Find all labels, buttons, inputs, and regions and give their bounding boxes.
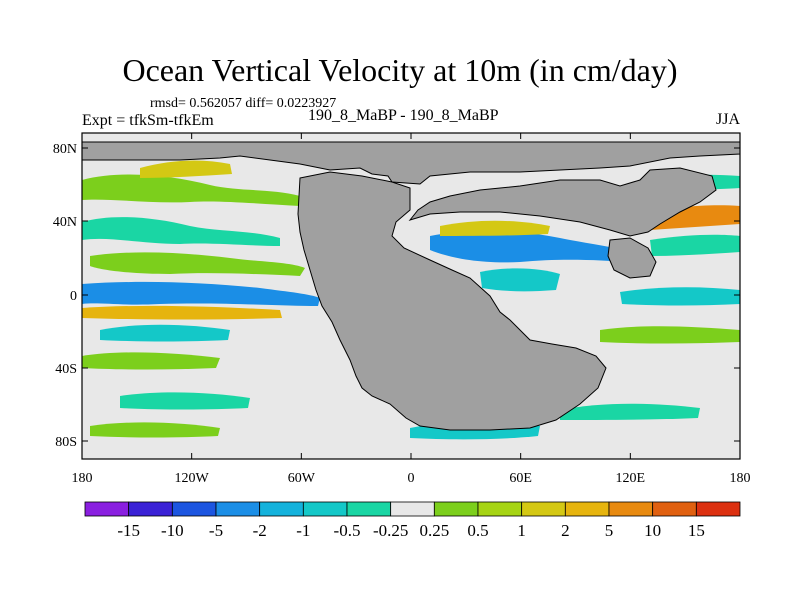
continental-landmass (297, 171, 607, 431)
lon-tick-label: 180 (730, 471, 751, 486)
lon-tick-label: 0 (408, 471, 415, 486)
season-label: JJA (715, 111, 740, 128)
northern-landmass (408, 167, 717, 237)
latitude-axis: 80N 40N 0 40S 80S (53, 142, 740, 450)
arctic-landmass (81, 141, 741, 185)
chart-title: Ocean Vertical Velocity at 10m (in cm/da… (122, 52, 678, 88)
colorbar-swatch (433, 501, 479, 517)
colorbar-label: 0.25 (419, 521, 449, 540)
colorbar-swatch (564, 501, 610, 517)
colorbar-swatch (84, 501, 130, 517)
colorbar-label: -0.5 (334, 521, 361, 540)
land-masses (81, 141, 741, 431)
colorbar-label: 15 (688, 521, 705, 540)
lat-tick-label: 80S (55, 435, 77, 450)
field-patch (82, 305, 282, 320)
colorbar-label: 1 (517, 521, 526, 540)
colorbar-swatch (390, 501, 435, 517)
colorbar-label: 2 (561, 521, 570, 540)
field-patch (430, 230, 630, 263)
colorbar-swatch (521, 501, 566, 517)
field-patch (90, 252, 305, 276)
colorbar-label: 10 (644, 521, 661, 540)
field-patch (82, 281, 320, 306)
field-patch (440, 220, 550, 236)
lon-tick-label: 120W (175, 471, 210, 486)
field-patch (480, 268, 560, 292)
colorbar-swatch (695, 501, 741, 517)
colorbar-label: -2 (253, 521, 267, 540)
lon-tick-label: 120E (616, 471, 646, 486)
field-patch (82, 352, 220, 370)
colorbar-label: -5 (209, 521, 223, 540)
field-patch (120, 392, 250, 410)
lon-tick-label: 180 (72, 471, 93, 486)
colorbar-label: 5 (605, 521, 614, 540)
eastern-landmass (607, 237, 657, 279)
field-patch (82, 174, 300, 206)
velocity-field (82, 147, 740, 440)
colorbar-swatch (608, 501, 654, 517)
field-patch (600, 326, 740, 344)
colorbar-swatch (215, 501, 261, 517)
colorbar-label: 0.5 (467, 521, 488, 540)
colorbar-label: -10 (161, 521, 184, 540)
colorbar-label: -1 (296, 521, 310, 540)
colorbar: -15 -10 -5 -2 -1 -0.5 -0.25 0.25 0.5 1 2 5 10 15 (84, 501, 741, 540)
experiment-label: Expt = tfkSm-tfkEm (82, 112, 214, 129)
colorbar-swatch (302, 501, 348, 517)
longitude-axis: 180 120W 60W 0 60E 120E 180 (72, 133, 751, 486)
colorbar-swatch (477, 501, 523, 517)
lat-tick-label: 0 (70, 289, 77, 304)
colorbar-swatch (652, 501, 697, 517)
lat-tick-label: 40N (53, 215, 77, 230)
colorbar-swatch (346, 501, 392, 517)
lat-tick-label: 80N (53, 142, 77, 157)
colorbar-swatch (128, 501, 173, 517)
field-patch (650, 234, 740, 256)
field-patch (90, 422, 220, 438)
field-patch (82, 217, 280, 246)
lat-tick-label: 40S (55, 362, 77, 377)
field-patch (560, 403, 700, 420)
colorbar-swatch (171, 501, 217, 517)
lon-tick-label: 60E (509, 471, 532, 486)
stats-text: rmsd= 0.562057 diff= 0.0223927 (150, 96, 337, 111)
colorbar-label: -0.25 (373, 521, 408, 540)
lon-tick-label: 60W (288, 471, 316, 486)
colorbar-label: -15 (117, 521, 140, 540)
field-patch (100, 324, 230, 342)
colorbar-swatch (259, 501, 304, 517)
case-label: 190_8_MaBP - 190_8_MaBP (308, 107, 499, 124)
field-patch (140, 160, 232, 178)
field-patch (620, 287, 740, 306)
